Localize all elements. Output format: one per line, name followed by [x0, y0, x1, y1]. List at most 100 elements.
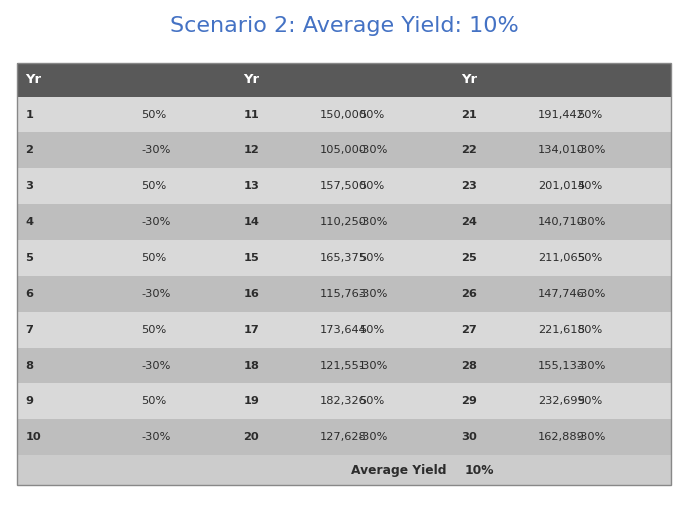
Text: 17: 17 [244, 325, 259, 335]
Text: 20: 20 [244, 432, 259, 442]
Text: -30%: -30% [577, 217, 606, 227]
Bar [453, 204, 671, 240]
Text: -30%: -30% [359, 432, 388, 442]
Text: -30%: -30% [359, 217, 388, 227]
Text: 50%: 50% [141, 396, 166, 407]
Text: -30%: -30% [359, 361, 388, 371]
Bar [17, 97, 235, 133]
Text: 29: 29 [461, 396, 477, 407]
Bar [235, 312, 453, 348]
Text: 50%: 50% [577, 253, 602, 263]
Text: 221,618: 221,618 [538, 325, 585, 335]
Bar [453, 419, 671, 455]
Text: 173,644: 173,644 [320, 325, 367, 335]
Bar [453, 168, 671, 204]
Text: 7: 7 [25, 325, 33, 335]
Text: 50%: 50% [141, 110, 166, 120]
Text: 8: 8 [25, 361, 34, 371]
Text: -30%: -30% [141, 217, 171, 227]
Bar [453, 240, 671, 276]
Bar [235, 384, 453, 419]
Text: 50%: 50% [141, 181, 166, 191]
Text: 11: 11 [244, 110, 259, 120]
Text: 50%: 50% [141, 253, 166, 263]
Text: Scenario 2: Average Yield: 10%: Scenario 2: Average Yield: 10% [170, 16, 518, 36]
Bar [17, 63, 235, 97]
Text: 24: 24 [461, 217, 477, 227]
Text: 21: 21 [461, 110, 477, 120]
Bar [17, 455, 671, 485]
Bar [17, 133, 235, 168]
Bar [453, 384, 671, 419]
Text: 30: 30 [461, 432, 477, 442]
Text: 50%: 50% [359, 396, 384, 407]
Text: 23: 23 [461, 181, 477, 191]
Text: 1: 1 [25, 110, 33, 120]
Text: 27: 27 [461, 325, 477, 335]
Bar [17, 168, 235, 204]
Bar [235, 240, 453, 276]
Text: 9: 9 [25, 396, 34, 407]
Text: -30%: -30% [577, 145, 606, 156]
Text: 165,375: 165,375 [320, 253, 367, 263]
Text: -30%: -30% [141, 289, 171, 299]
Bar [17, 240, 235, 276]
Text: 134,010: 134,010 [538, 145, 585, 156]
Text: 14: 14 [244, 217, 259, 227]
Text: 50%: 50% [359, 110, 384, 120]
Bar [453, 348, 671, 384]
Text: -30%: -30% [577, 432, 606, 442]
Bar [235, 133, 453, 168]
Text: 10%: 10% [464, 464, 494, 477]
Bar [17, 63, 671, 485]
Text: 6: 6 [25, 289, 34, 299]
Bar [17, 384, 235, 419]
Bar [17, 312, 235, 348]
Text: 12: 12 [244, 145, 259, 156]
Bar [235, 63, 453, 97]
Text: 162,889: 162,889 [538, 432, 585, 442]
Text: 5: 5 [25, 253, 33, 263]
Bar [17, 348, 235, 384]
Text: 191,442: 191,442 [538, 110, 585, 120]
Text: 50%: 50% [577, 110, 602, 120]
Text: 2: 2 [25, 145, 33, 156]
Text: 140,710: 140,710 [538, 217, 585, 227]
Text: 147,746: 147,746 [538, 289, 585, 299]
Text: 157,500: 157,500 [320, 181, 367, 191]
Text: -30%: -30% [141, 432, 171, 442]
Text: 50%: 50% [359, 181, 384, 191]
Text: 127,628: 127,628 [320, 432, 367, 442]
Text: -30%: -30% [577, 289, 606, 299]
Text: Yr: Yr [25, 73, 41, 86]
Text: 15: 15 [244, 253, 259, 263]
Text: 13: 13 [244, 181, 259, 191]
Text: 28: 28 [461, 361, 477, 371]
Text: 25: 25 [461, 253, 477, 263]
Bar [453, 133, 671, 168]
Bar [17, 419, 235, 455]
Text: 50%: 50% [577, 325, 602, 335]
Text: 150,000: 150,000 [320, 110, 367, 120]
Text: -30%: -30% [141, 361, 171, 371]
Bar [235, 97, 453, 133]
Text: 232,699: 232,699 [538, 396, 585, 407]
Text: 50%: 50% [577, 181, 602, 191]
Text: -30%: -30% [359, 145, 388, 156]
Bar [453, 276, 671, 312]
Text: -30%: -30% [359, 289, 388, 299]
Text: 50%: 50% [359, 253, 384, 263]
Bar [453, 63, 671, 97]
Text: 211,065: 211,065 [538, 253, 585, 263]
Bar [235, 204, 453, 240]
Text: Yr: Yr [244, 73, 259, 86]
Text: -30%: -30% [577, 361, 606, 371]
Text: 105,000: 105,000 [320, 145, 367, 156]
Text: 3: 3 [25, 181, 34, 191]
Text: 182,326: 182,326 [320, 396, 367, 407]
Text: 19: 19 [244, 396, 259, 407]
Text: 50%: 50% [359, 325, 384, 335]
Text: 115,763: 115,763 [320, 289, 367, 299]
Bar [17, 204, 235, 240]
Bar [235, 419, 453, 455]
